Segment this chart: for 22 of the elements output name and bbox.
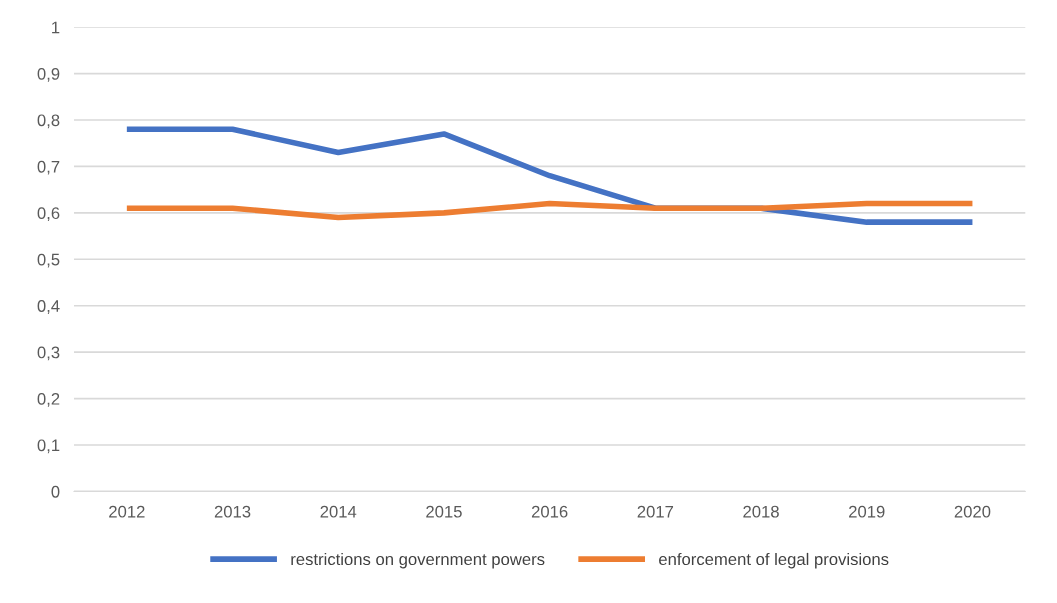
y-tick-label: 0,4: [37, 300, 60, 314]
x-tick-label: 2014: [320, 505, 357, 518]
x-tick-label: 2020: [954, 505, 991, 518]
legend-label: enforcement of legal provisions: [659, 552, 889, 569]
y-tick-label: 0,7: [37, 160, 60, 175]
y-tick-label: 0,6: [37, 207, 60, 222]
y-tick-label: 0,8: [37, 114, 60, 129]
x-tick-label: 2017: [637, 505, 674, 518]
y-tick-label: 0,2: [37, 392, 60, 407]
x-tick-label: 2016: [531, 505, 568, 518]
y-tick-label: 0,3: [37, 346, 60, 361]
x-tick-label: 2019: [849, 505, 885, 518]
x-tick-label: 2012: [109, 505, 145, 518]
y-tick-label: 0,9: [37, 67, 60, 82]
legend-label: restrictions on government powers: [291, 552, 545, 569]
x-tick-label: 2015: [426, 505, 462, 518]
x-tick-label: 2018: [743, 505, 779, 518]
y-tick-label: 0,1: [37, 439, 60, 454]
y-tick-label: 0,5: [37, 253, 60, 268]
y-tick-label: 1: [52, 21, 60, 34]
x-tick-label: 2013: [214, 505, 251, 518]
y-tick-label: 0: [51, 485, 60, 498]
